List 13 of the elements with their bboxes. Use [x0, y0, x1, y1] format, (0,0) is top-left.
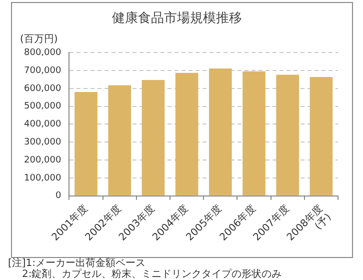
y-tick-label: 300,000	[24, 138, 62, 148]
y-axis-title: (百万円)	[20, 34, 58, 46]
y-tick-label: 800,000	[24, 48, 62, 58]
text: [注]1:メーカー出荷金額ベース	[8, 258, 147, 269]
y-tick-label: 0	[55, 191, 62, 202]
y-tick-label: 700,000	[24, 66, 62, 76]
y-tick-label: 200,000	[24, 155, 62, 166]
y-tick-label: 500,000	[24, 102, 62, 112]
y-tick-label: 600,000	[24, 84, 62, 94]
chart-title: 健康食品市場規模推移	[112, 11, 242, 26]
y-tick-label: 400,000	[24, 120, 62, 130]
y-tick-label: 100,000	[24, 173, 62, 184]
text: 2:錠剤、カプセル、粉末、ミニドリンクタイプの形状のみ	[21, 269, 282, 280]
